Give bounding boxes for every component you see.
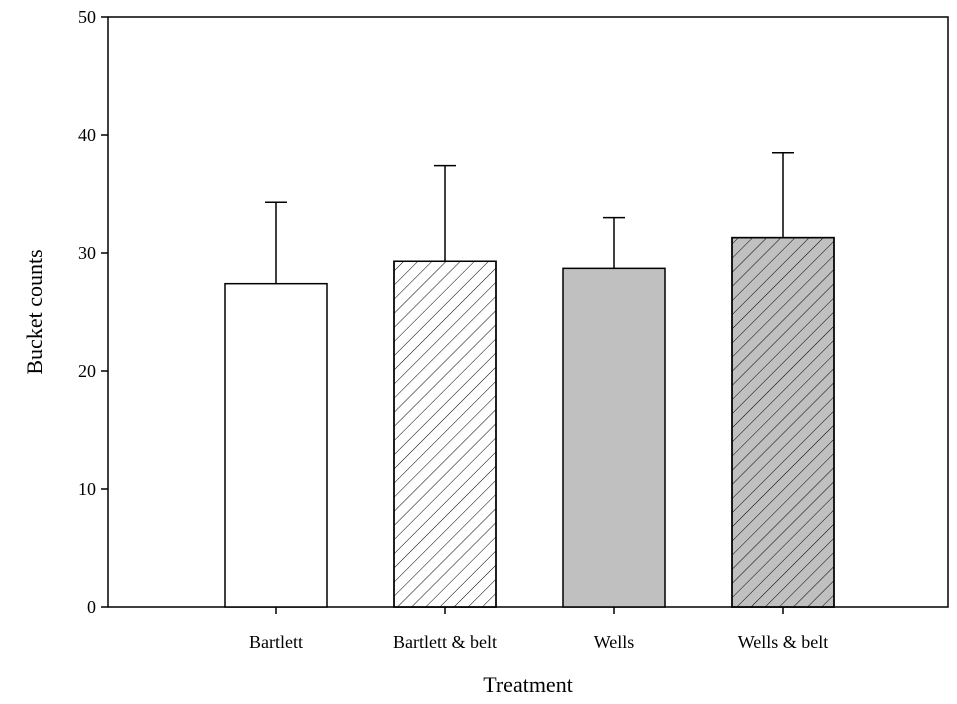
bar-rect [224,282,328,608]
x-tick-label: Bartlett [249,632,303,652]
x-tick-label: Wells & belt [738,632,829,652]
bar-0 [224,201,328,608]
bar-rect [562,267,666,608]
y-tick-label: 0 [87,597,96,617]
y-axis: 0 10 20 30 40 50 [78,7,108,617]
plot-area-frame [107,16,949,608]
bars-group [224,151,835,608]
y-tick-label: 10 [78,479,96,499]
bar-hatch [731,236,835,608]
y-tick-label: 50 [78,7,96,27]
bar-3 [731,151,835,608]
x-axis-title: Treatment [483,672,573,697]
y-axis-title: Bucket counts [22,249,47,374]
x-axis: Bartlett Bartlett & belt Wells Wells & belt [249,607,828,652]
y-tick-label: 20 [78,361,96,381]
x-tick-label: Bartlett & belt [393,632,497,652]
y-tick-label: 40 [78,125,96,145]
x-tick-label: Wells [594,632,635,652]
y-tick-label: 30 [78,243,96,263]
bar-1 [393,164,497,608]
bar-2 [562,216,666,608]
bar-hatch [393,260,497,608]
